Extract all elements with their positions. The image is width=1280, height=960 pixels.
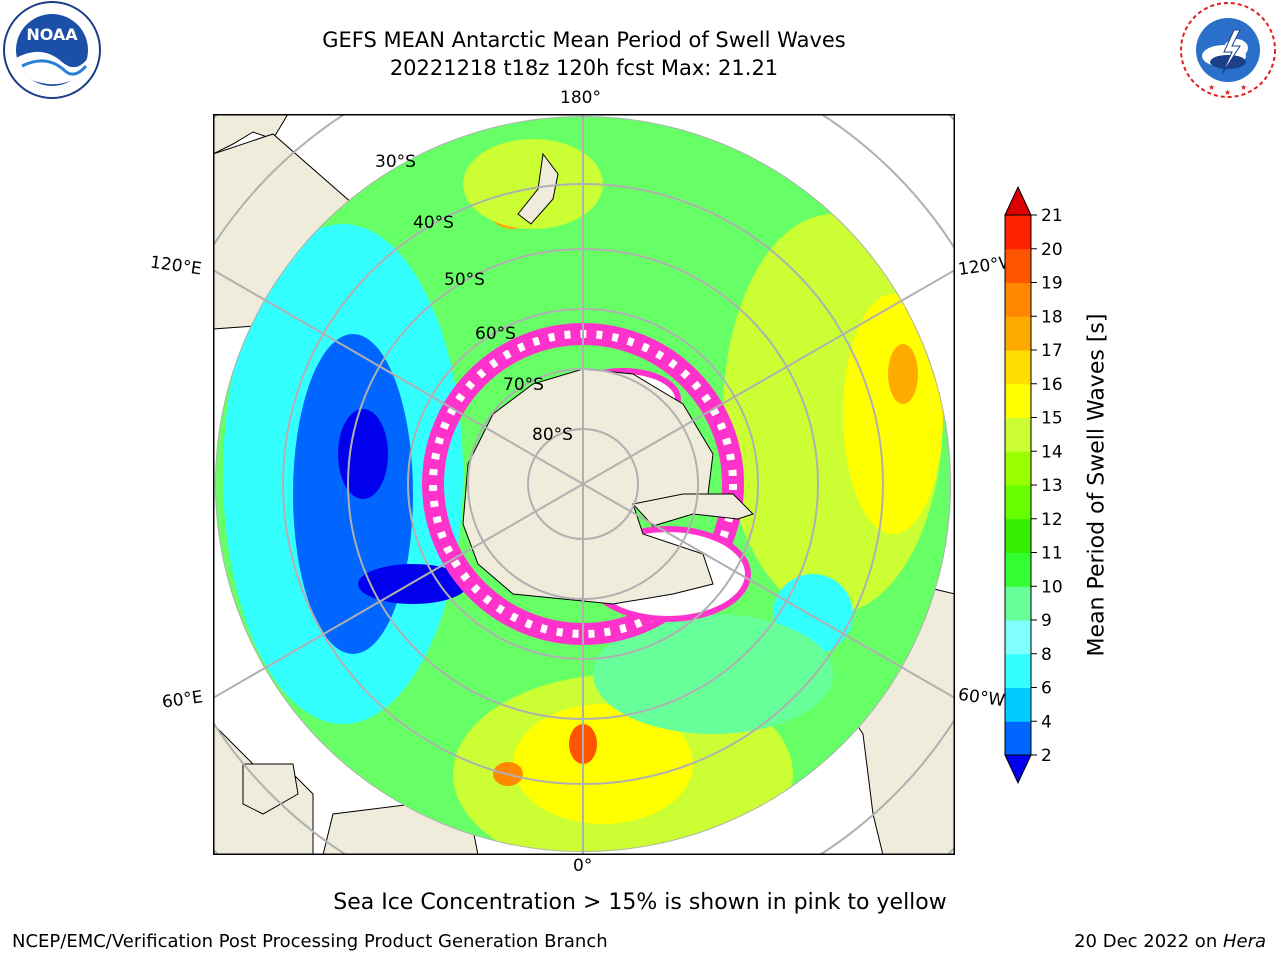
pacific-corner-land — [853, 114, 955, 174]
colorbar-tick-label: 4 — [1041, 712, 1052, 732]
tasman-yellow — [463, 139, 603, 229]
colorbar-label: Mean Period of Swell Waves [s] — [1084, 313, 1110, 657]
pacific-orange — [888, 344, 918, 404]
colorbar-segment — [1005, 451, 1031, 486]
svg-text:★: ★ — [1208, 83, 1215, 92]
colorbar-segment — [1005, 687, 1031, 722]
polar-map — [213, 114, 955, 855]
colorbar-segment — [1005, 721, 1031, 756]
colorbar-tick-label: 16 — [1041, 375, 1063, 395]
noaa-logo-icon: NOAA — [3, 1, 101, 99]
australia-land — [213, 114, 289, 155]
new-zealand-land — [517, 152, 559, 225]
colorbar-segment — [1005, 248, 1031, 283]
colorbar-tick-label: 19 — [1041, 274, 1063, 294]
indian-ocean-deep-low — [338, 409, 388, 499]
lat-label-80s: 80°S — [532, 425, 573, 445]
colorbar-segment — [1005, 485, 1031, 520]
footer-host: Hera — [1222, 931, 1266, 952]
colorbar-tick-label: 6 — [1041, 679, 1052, 699]
colorbar-tick-label: 15 — [1041, 409, 1063, 429]
colorbar-tick-label: 18 — [1041, 307, 1063, 327]
colorbar-tick-label: 20 — [1041, 240, 1063, 260]
colorbar-tick-label: 8 — [1041, 645, 1052, 665]
lon-label-0: 0° — [573, 856, 593, 876]
colorbar-segment — [1005, 316, 1031, 351]
lon-label-180: 180° — [560, 88, 601, 108]
colorbar-extend-max — [1004, 185, 1032, 216]
colorbar-segment — [1005, 417, 1031, 452]
indian-ocean-deep-low-2 — [358, 564, 468, 604]
pacific-yellow-2 — [843, 294, 943, 534]
lat-label-70s: 70°S — [503, 375, 544, 395]
nws-logo-icon: ★ ★ ★ — [1180, 2, 1276, 98]
colorbar-segment — [1005, 383, 1031, 418]
colorbar-segment — [1005, 350, 1031, 385]
colorbar-tick-label: 9 — [1041, 611, 1052, 631]
footer-date: 20 Dec 2022 on Hera — [1074, 931, 1266, 952]
lat-label-60s: 60°S — [475, 324, 516, 344]
lat-label-40s: 40°S — [413, 213, 454, 233]
colorbar-tick-label: 10 — [1041, 577, 1063, 597]
colorbar-tick-label: 11 — [1041, 544, 1063, 564]
colorbar-tick-label: 14 — [1041, 442, 1063, 462]
lon-label-120e: 120°E — [148, 252, 203, 280]
antarctic-peninsula — [632, 493, 754, 527]
svg-text:★: ★ — [1240, 83, 1247, 92]
colorbar-segment — [1005, 282, 1031, 317]
noaa-logo-text: NOAA — [26, 25, 78, 44]
footer-date-text: 20 Dec 2022 on — [1074, 931, 1223, 952]
lat-label-50s: 50°S — [444, 270, 485, 290]
colorbar-segment — [1005, 586, 1031, 621]
colorbar-tick-label: 21 — [1041, 206, 1063, 226]
colorbar-segment — [1005, 215, 1031, 250]
colorbar: 2 4 6 8 9 10 11 12 13 14 15 16 17 18 19 20 21 — [1004, 185, 1063, 785]
colorbar-segment — [1005, 518, 1031, 553]
colorbar-extend-min — [1004, 754, 1032, 785]
colorbar-segment — [1005, 653, 1031, 688]
footer-branch: NCEP/EMC/Verification Post Processing Pr… — [12, 931, 608, 952]
colorbar-tick-label: 2 — [1041, 746, 1052, 766]
colorbar-tick-label: 17 — [1041, 341, 1063, 361]
svg-text:★: ★ — [1224, 88, 1231, 97]
atlantic-yellow-core — [513, 704, 693, 824]
chart-title: GEFS MEAN Antarctic Mean Period of Swell… — [322, 28, 846, 52]
colorbar-tick-label: 13 — [1041, 476, 1063, 496]
lat-label-30s: 30°S — [375, 152, 416, 172]
chart-subtitle: 20221218 t18z 120h fcst Max: 21.21 — [389, 56, 779, 80]
lon-label-60e: 60°E — [160, 687, 205, 713]
sea-ice-note: Sea Ice Concentration > 15% is shown in … — [333, 890, 947, 915]
colorbar-segment — [1005, 552, 1031, 587]
colorbar-tick-label: 12 — [1041, 510, 1063, 530]
colorbar-segment — [1005, 620, 1031, 655]
